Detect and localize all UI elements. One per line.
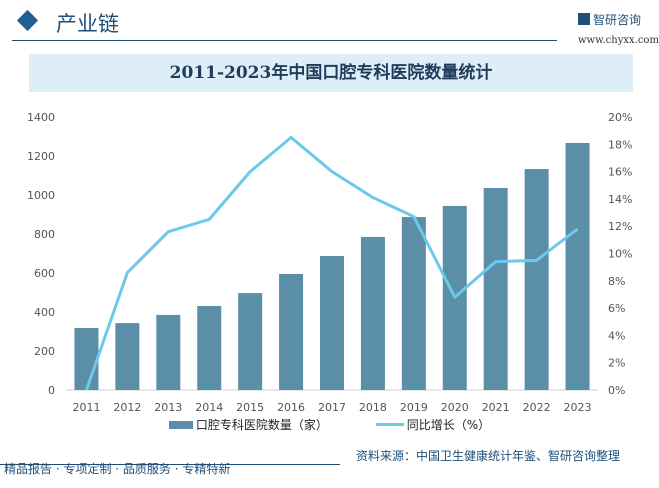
x-tick-label: 2017 — [318, 401, 346, 414]
x-tick-label: 2021 — [482, 401, 510, 414]
x-tick-label: 2016 — [277, 401, 305, 414]
logo-icon — [578, 13, 590, 25]
bar — [238, 293, 263, 390]
bar — [524, 169, 549, 390]
right-tick-label: 8% — [608, 275, 625, 288]
bar — [74, 327, 99, 390]
bar — [197, 305, 222, 390]
site-url: www.chyxx.com — [578, 35, 659, 46]
right-tick-label: 18% — [608, 138, 632, 151]
legend-bar-label: 口腔专科医院数量（家） — [195, 418, 328, 432]
legend-bar-swatch — [168, 421, 193, 429]
left-tick-label: 200 — [34, 345, 55, 358]
bar — [320, 256, 344, 390]
right-tick-label: 0% — [608, 384, 625, 397]
footer-tagline: 精品报告 · 专项定制 · 品质服务 · 专精特新 — [4, 462, 231, 476]
section-title: 产业链 — [56, 12, 119, 36]
brand-logo: 智研咨询 — [578, 11, 641, 28]
x-tick-label: 2020 — [441, 401, 469, 414]
right-tick-label: 6% — [608, 302, 625, 315]
legend-line-swatch — [375, 423, 404, 426]
bar — [565, 142, 590, 390]
right-tick-label: 20% — [608, 111, 632, 124]
bar — [483, 187, 508, 390]
brand-name: 智研咨询 — [593, 13, 642, 27]
legend: 口腔专科医院数量（家） 同比增长（%） — [0, 416, 659, 433]
left-tick-label: 800 — [34, 228, 55, 241]
x-tick-label: 2018 — [359, 401, 387, 414]
bar — [401, 217, 426, 390]
right-tick-label: 14% — [608, 193, 632, 206]
left-tick-label: 1000 — [27, 189, 55, 202]
legend-line-label: 同比增长（%） — [406, 418, 491, 432]
x-tick-label: 2011 — [72, 401, 100, 414]
left-tick-label: 0 — [48, 384, 55, 397]
left-tick-label: 600 — [34, 267, 55, 280]
x-tick-label: 2014 — [195, 401, 223, 414]
right-tick-label: 2% — [608, 357, 625, 370]
right-tick-label: 16% — [608, 166, 632, 179]
x-tick-label: 2013 — [154, 401, 182, 414]
x-tick-label: 2023 — [564, 401, 592, 414]
header-divider — [12, 40, 557, 41]
x-tick-label: 2019 — [400, 401, 428, 414]
bar — [360, 236, 385, 390]
left-tick-label: 1200 — [27, 150, 55, 163]
x-tick-label: 2015 — [236, 401, 264, 414]
bar — [115, 323, 140, 390]
bar — [279, 273, 304, 390]
legend-line: 同比增长（%） — [375, 416, 491, 433]
right-tick-label: 12% — [608, 220, 632, 233]
legend-bar: 口腔专科医院数量（家） — [168, 416, 328, 433]
left-tick-label: 1400 — [27, 111, 55, 124]
source-note: 资料来源：中国卫生健康统计年鉴、智研咨询整理 — [356, 449, 621, 463]
right-tick-label: 10% — [608, 248, 632, 261]
x-tick-label: 2022 — [523, 401, 551, 414]
x-tick-label: 2012 — [113, 401, 141, 414]
left-tick-label: 400 — [34, 306, 55, 319]
chart-title: 2011-2023年中国口腔专科医院数量统计 — [29, 54, 633, 92]
right-tick-label: 4% — [608, 329, 625, 342]
footer-divider — [0, 464, 340, 465]
bar — [156, 314, 181, 390]
